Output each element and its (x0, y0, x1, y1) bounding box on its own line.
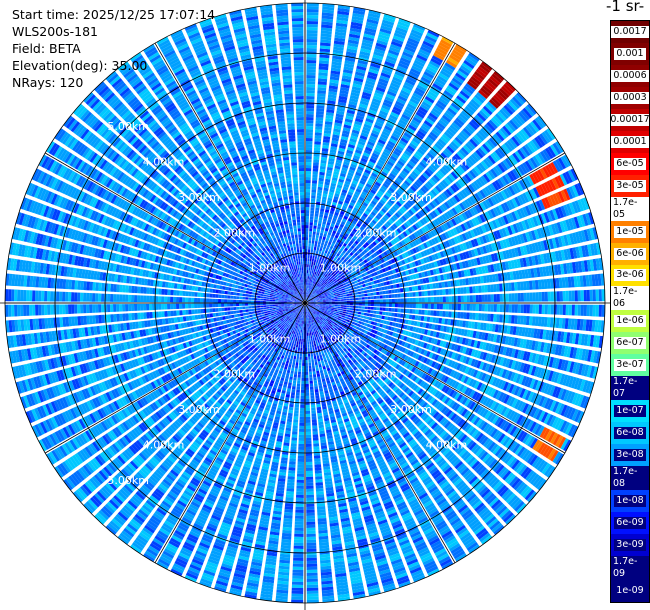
colorbar-tick-label: 1.7e-09 (611, 556, 649, 581)
azimuth-spoke (304, 152, 566, 304)
colorbar-level: 6e-08 (611, 422, 649, 445)
colorbar-level: 1.7e-08 (611, 466, 649, 491)
colorbar-level: 3e-09 (611, 534, 649, 557)
range-ring-label: 2.00km (214, 226, 256, 239)
colorbar-tick-label: 0.0003 (611, 91, 649, 104)
azimuth-spoke (154, 302, 306, 564)
colorbar-level: 0.00017 (610, 108, 650, 131)
colorbar-level: 0.0006 (611, 64, 649, 87)
azimuth-spoke (304, 302, 456, 564)
colorbar-level: 1e-06 (611, 310, 649, 333)
colorbar-level: 3e-08 (611, 444, 649, 467)
colorbar-tick-label: 3e-08 (614, 449, 646, 462)
range-ring-label: 5.00km (107, 474, 149, 487)
colorbar-level: 3e-05 (611, 174, 649, 197)
azimuth-spoke (154, 42, 306, 304)
colorbar-level: 1e-09 (611, 580, 649, 602)
colorbar-tick-label: 1e-06 (614, 315, 646, 328)
start-time: Start time: 2025/12/25 17:07:14 (12, 7, 216, 22)
colorbar-level: 0.0003 (611, 86, 649, 109)
colorbar-tick-label: 3e-07 (614, 359, 646, 372)
azimuth-spokes (0, 0, 610, 610)
colorbar-level: 0.001 (611, 42, 649, 65)
colorbar-tick-label: 1e-09 (614, 585, 646, 598)
colorbar-level: 6e-07 (611, 332, 649, 355)
colorbar-tick-label: 1.7e-07 (611, 376, 649, 401)
info-panel: Start time: 2025/12/25 17:07:14 WLS200s-… (12, 6, 215, 91)
azimuth-spoke (304, 42, 456, 304)
range-ring-labels: 1.00km 1.00km 1.00km 1.00km 2.00km 2.00km 2.00… (107, 120, 467, 487)
colorbar-level: 1e-05 (611, 220, 649, 243)
range-ring-label: 3.00km (178, 403, 220, 416)
colorbar-tick-label: 3e-09 (614, 539, 646, 552)
range-ring-label: 4.00km (426, 438, 468, 451)
colorbar-level: 3e-07 (611, 354, 649, 377)
range-ring-label: 4.00km (426, 156, 468, 169)
colorbar-tick-label: 6e-06 (614, 247, 646, 260)
colorbar-tick-label: 6e-07 (614, 337, 646, 350)
colorbar-tick-label: 6e-08 (614, 427, 646, 440)
colorbar-level: 6e-06 (611, 242, 649, 265)
field-name: Field: BETA (12, 41, 81, 56)
colorbar-tick-label: 0.001 (614, 47, 646, 60)
colorbar-tick-label: 0.0001 (611, 135, 649, 148)
colorbar-tick-label: 0.0006 (611, 69, 649, 82)
colorbar-tick-label: 3e-06 (614, 269, 646, 282)
range-ring-label: 1.00km (320, 262, 362, 275)
instrument-name: WLS200s-181 (12, 24, 98, 39)
colorbar-tick-label: 1e-07 (614, 405, 646, 418)
colorbar-level: 3e-06 (611, 264, 649, 287)
range-ring-label: 5.00km (107, 120, 149, 133)
colorbar-tick-label: 0.0017 (611, 25, 649, 38)
range-ring-label: 3.00km (390, 403, 432, 416)
nrays: NRays: 120 (12, 75, 84, 90)
colorbar-level: 1e-08 (611, 490, 649, 513)
colorbar-tick-label: 3e-05 (614, 179, 646, 192)
azimuth-spoke (44, 302, 306, 454)
range-ring-label: 1.00km (320, 332, 362, 345)
range-ring-label: 4.00km (143, 438, 185, 451)
range-ring-label: 3.00km (390, 191, 432, 204)
colorbar-level: 1e-07 (611, 400, 649, 423)
colorbar: 1e-09 1.7e-09 3e-09 6e-09 1e-08 1.7e-08 3e-08 6… (610, 20, 650, 603)
colorbar-level: 0.0001 (611, 130, 649, 153)
range-ring-label: 2.00km (214, 368, 256, 381)
colorbar-level: 1.7e-05 (611, 196, 649, 221)
colorbar-tick-label: 1.7e-08 (611, 466, 649, 491)
colorbar-tick-label: 0.00017 (610, 113, 650, 126)
range-ring-label: 4.00km (143, 156, 185, 169)
elevation: Elevation(deg): 35.00 (12, 58, 148, 73)
colorbar-level: 1.7e-07 (611, 376, 649, 401)
colorbar-tick-label: 1.7e-06 (611, 286, 649, 311)
colorbar-level: 0.0017 (611, 21, 649, 43)
azimuth-spoke (44, 152, 306, 304)
colorbar-tick-label: 6e-05 (614, 157, 646, 170)
range-ring-label: 1.00km (249, 262, 291, 275)
colorbar-level: 6e-05 (611, 152, 649, 175)
colorbar-level: 1.7e-09 (611, 556, 649, 581)
colorbar-tick-label: 1.7e-05 (611, 196, 649, 221)
range-ring-label: 1.00km (249, 332, 291, 345)
colorbar-tick-label: 1e-08 (614, 495, 646, 508)
colorbar-level: 1.7e-06 (611, 286, 649, 311)
colorbar-tick-label: 6e-09 (614, 517, 646, 530)
colorbar-tick-label: 1e-05 (614, 225, 646, 238)
range-ring-label: 3.00km (178, 191, 220, 204)
azimuth-spoke (304, 302, 566, 454)
range-ring-label: 2.00km (355, 226, 397, 239)
colorbar-level: 6e-09 (611, 512, 649, 535)
colorbar-title: -1 sr- (606, 0, 645, 15)
range-ring-label: 2.00km (355, 368, 397, 381)
